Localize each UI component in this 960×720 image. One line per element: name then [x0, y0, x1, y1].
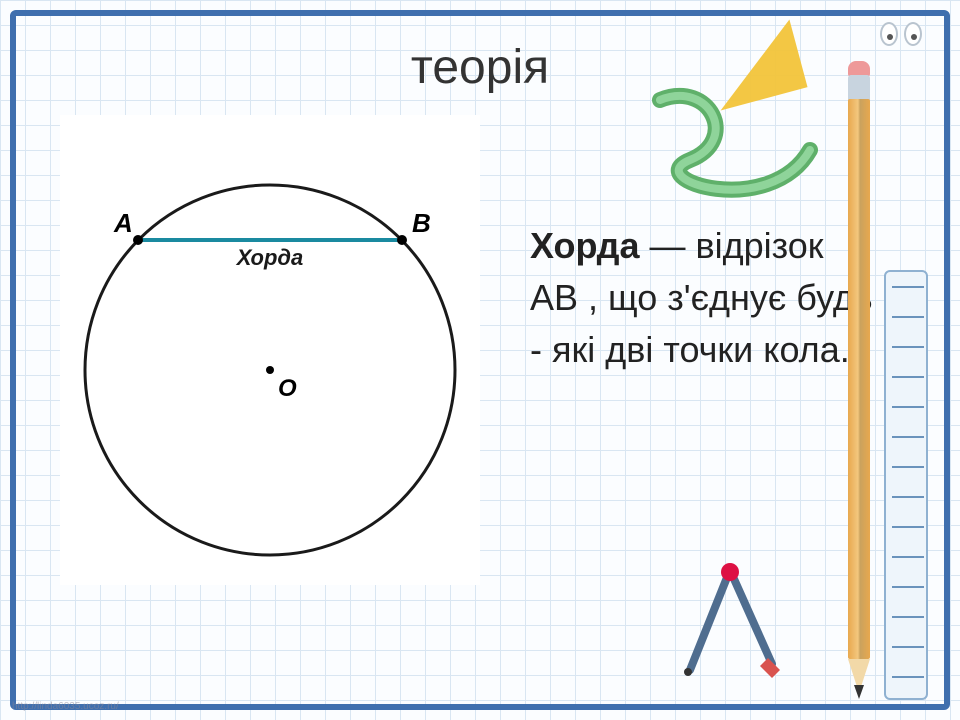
page-root: теорія ABХордаO Хорда — відрізок АВ , що… [0, 0, 960, 720]
pencil-icon [848, 75, 870, 715]
ruler-icon [884, 270, 928, 700]
svg-text:Хорда: Хорда [235, 245, 304, 270]
svg-text:O: O [278, 375, 297, 402]
definition-block: Хорда — відрізок АВ , що з'єднує будь - … [530, 220, 880, 377]
chord-diagram: A B Хорда O [60, 115, 480, 585]
svg-text:B: B [412, 208, 431, 238]
chord-diagram-svg: A B Хорда O [60, 115, 480, 585]
watermark-text: http://linda6035.ucoz.ru/ [12, 701, 119, 712]
definition-dash: — [640, 225, 696, 266]
eyes-icon [880, 22, 922, 54]
compass-icon [660, 560, 800, 680]
svg-text:A: A [113, 208, 133, 238]
definition-term: Хорда [530, 225, 640, 266]
flexible-curve-icon [650, 80, 830, 200]
